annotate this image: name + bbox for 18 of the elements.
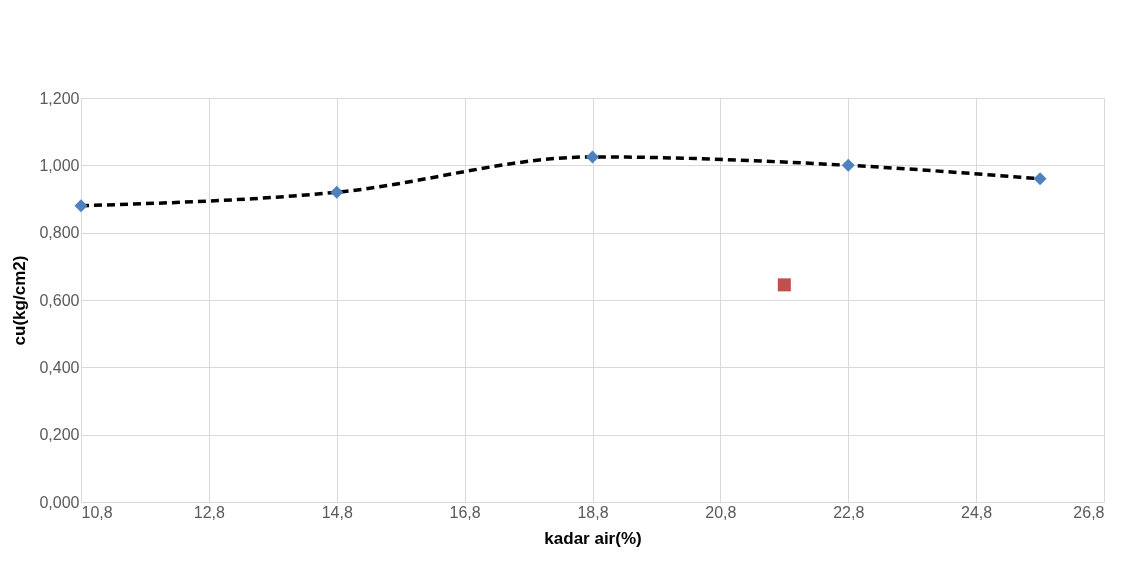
- y-tick-label: 0,600: [39, 291, 80, 309]
- x-tick-label: 10,8: [81, 503, 113, 521]
- y-tick-label: 0,800: [39, 224, 80, 242]
- x-tick-label: 22,8: [833, 503, 865, 521]
- x-tick-label: 26,8: [1073, 503, 1105, 521]
- y-tick-label: 0,200: [39, 426, 80, 444]
- x-tick-label: 14,8: [321, 503, 353, 521]
- y-tick-label: 1,200: [39, 89, 80, 107]
- x-tick-label: 18,8: [577, 503, 609, 521]
- y-tick-label: 0,000: [39, 493, 80, 511]
- x-tick-label: 24,8: [961, 503, 993, 521]
- x-tick-label: 12,8: [193, 503, 226, 521]
- x-tick-label: 20,8: [705, 503, 737, 521]
- y-axis-title: cu(kg/cm2): [10, 255, 30, 346]
- x-axis-title: kadar air(%): [544, 528, 642, 548]
- y-tick-label: 0,400: [39, 358, 80, 376]
- y-tick-label: 1,000: [39, 156, 80, 174]
- x-tick-label: 16,8: [449, 503, 481, 521]
